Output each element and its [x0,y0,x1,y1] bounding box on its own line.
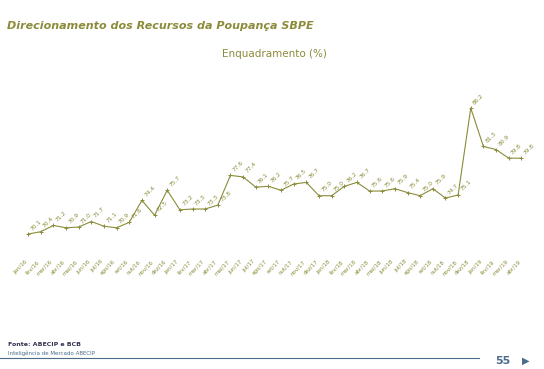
Text: 80.9: 80.9 [497,134,510,147]
Text: 75.6: 75.6 [384,176,397,188]
Text: 86.2: 86.2 [472,93,485,105]
Text: 75.1: 75.1 [460,179,472,192]
Text: 77.6: 77.6 [232,160,245,173]
Text: 75.0: 75.0 [422,180,434,193]
Text: 75.7: 75.7 [282,175,295,187]
Text: 55: 55 [495,356,510,366]
Text: 70.9: 70.9 [118,212,131,225]
Text: 77.4: 77.4 [244,161,257,174]
Text: 76.2: 76.2 [270,171,282,183]
Text: 75.9: 75.9 [434,173,447,186]
Text: Fonte: ABECIP e BCB: Fonte: ABECIP e BCB [8,342,81,347]
Text: 79.8: 79.8 [510,142,523,155]
Text: 70.1: 70.1 [29,218,42,231]
Text: Inteligência de Mercado ABECIP: Inteligência de Mercado ABECIP [8,350,95,356]
Text: 75.7: 75.7 [169,175,181,187]
Text: 71.7: 71.7 [92,206,106,219]
Text: 74.4: 74.4 [143,185,156,198]
Text: 76.5: 76.5 [295,169,308,181]
Text: 76.7: 76.7 [308,167,320,180]
Text: 75.0: 75.0 [320,180,333,193]
Text: ▶: ▶ [522,356,530,366]
Text: 74.7: 74.7 [447,182,460,195]
Text: 73.8: 73.8 [219,190,232,202]
Text: 71.1: 71.1 [106,211,118,224]
Text: 71.0: 71.0 [80,211,93,224]
Text: 79.8: 79.8 [523,142,535,155]
Text: 76.1: 76.1 [257,172,270,184]
Text: 72.5: 72.5 [156,200,169,213]
Title: Enquadramento (%): Enquadramento (%) [222,49,327,59]
Text: 70.9: 70.9 [67,212,80,225]
Text: 73.3: 73.3 [207,193,219,206]
Text: Direcionamento dos Recursos da Poupança SBPE: Direcionamento dos Recursos da Poupança … [7,21,313,31]
Text: 75.4: 75.4 [409,177,422,190]
Text: 71.6: 71.6 [131,207,143,220]
Text: 73.3: 73.3 [194,193,207,206]
Text: 71.2: 71.2 [55,210,67,223]
Text: 75.0: 75.0 [333,180,346,193]
Text: 75.6: 75.6 [371,176,384,188]
Text: 73.2: 73.2 [181,194,194,207]
Text: 76.2: 76.2 [345,171,358,183]
Text: 75.9: 75.9 [396,173,409,186]
Text: 76.7: 76.7 [358,167,371,180]
Text: 81.3: 81.3 [485,131,498,144]
Text: 70.4: 70.4 [42,216,55,229]
